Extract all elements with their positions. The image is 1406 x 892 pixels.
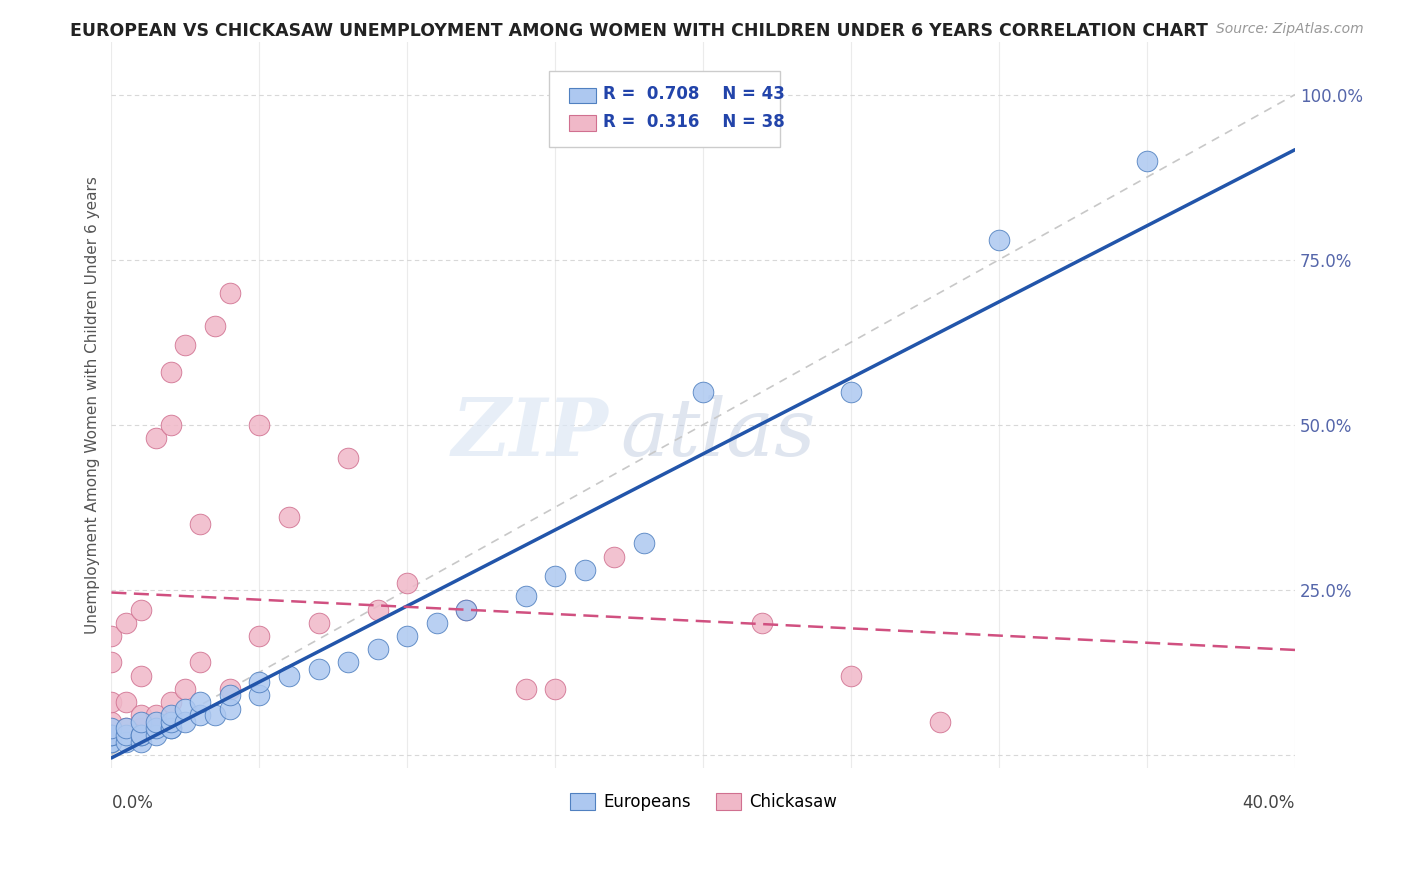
Chickasaw [396,576,419,591]
Europeans [159,708,181,723]
Europeans [174,714,197,729]
Europeans [247,689,270,703]
Chickasaw [174,681,197,696]
Chickasaw [751,615,773,630]
Chickasaw [515,681,537,696]
Europeans [188,708,211,723]
Europeans [129,728,152,742]
Europeans [988,233,1011,247]
Text: EUROPEAN VS CHICKASAW UNEMPLOYMENT AMONG WOMEN WITH CHILDREN UNDER 6 YEARS CORRE: EUROPEAN VS CHICKASAW UNEMPLOYMENT AMONG… [70,22,1208,40]
Chickasaw [367,602,389,616]
Chickasaw [337,450,360,465]
Europeans [1136,153,1159,168]
Europeans [129,728,152,742]
Chickasaw [204,318,226,333]
Europeans [145,722,167,736]
Y-axis label: Unemployment Among Women with Children Under 6 years: Unemployment Among Women with Children U… [86,176,100,634]
Europeans [308,662,330,676]
Europeans [115,734,138,748]
Europeans [174,701,197,715]
Chickasaw [247,417,270,432]
Text: R =  0.316    N = 38: R = 0.316 N = 38 [603,112,785,130]
Europeans [218,689,240,703]
Chickasaw [603,549,626,564]
Europeans [100,728,122,742]
Europeans [204,708,226,723]
Chickasaw [839,668,862,682]
Europeans [145,728,167,742]
Europeans [218,701,240,715]
Chickasaw [145,708,167,723]
Text: Source: ZipAtlas.com: Source: ZipAtlas.com [1216,22,1364,37]
Europeans [129,714,152,729]
Bar [569,115,596,131]
Europeans [396,629,419,643]
Text: 0.0%: 0.0% [111,794,153,812]
Chickasaw [308,615,330,630]
Europeans [544,569,567,583]
FancyBboxPatch shape [550,70,780,147]
Chickasaw [247,629,270,643]
Europeans [115,722,138,736]
Europeans [100,722,122,736]
Chickasaw [544,681,567,696]
Chickasaw [100,656,122,670]
Text: atlas: atlas [620,395,815,473]
Europeans [337,656,360,670]
Europeans [839,384,862,399]
Europeans [129,734,152,748]
Chickasaw [115,695,138,709]
Europeans [633,536,655,550]
Chickasaw [115,615,138,630]
Europeans [456,602,478,616]
Chickasaw [218,681,240,696]
Chickasaw [115,722,138,736]
Europeans [100,734,122,748]
Bar [569,87,596,103]
Chickasaw [100,695,122,709]
Chickasaw [100,629,122,643]
Europeans [115,728,138,742]
Chickasaw [188,516,211,531]
Chickasaw [188,656,211,670]
Text: R =  0.708    N = 43: R = 0.708 N = 43 [603,85,785,103]
Legend: Europeans, Chickasaw: Europeans, Chickasaw [562,786,844,818]
Chickasaw [929,714,952,729]
Europeans [145,714,167,729]
Chickasaw [159,365,181,379]
Chickasaw [218,285,240,300]
Europeans [100,734,122,748]
Chickasaw [159,695,181,709]
Chickasaw [159,417,181,432]
Chickasaw [278,510,301,524]
Europeans [426,615,449,630]
Europeans [692,384,714,399]
Europeans [159,722,181,736]
Europeans [367,642,389,657]
Chickasaw [129,708,152,723]
Europeans [278,668,301,682]
Text: 40.0%: 40.0% [1243,794,1295,812]
Chickasaw [100,714,122,729]
Europeans [574,563,596,577]
Europeans [159,722,181,736]
Chickasaw [100,728,122,742]
Chickasaw [456,602,478,616]
Chickasaw [129,668,152,682]
Text: ZIP: ZIP [451,395,609,473]
Chickasaw [129,722,152,736]
Chickasaw [174,338,197,352]
Europeans [515,590,537,604]
Chickasaw [145,431,167,445]
Chickasaw [129,602,152,616]
Europeans [159,714,181,729]
Europeans [100,728,122,742]
Europeans [188,695,211,709]
Europeans [247,675,270,690]
